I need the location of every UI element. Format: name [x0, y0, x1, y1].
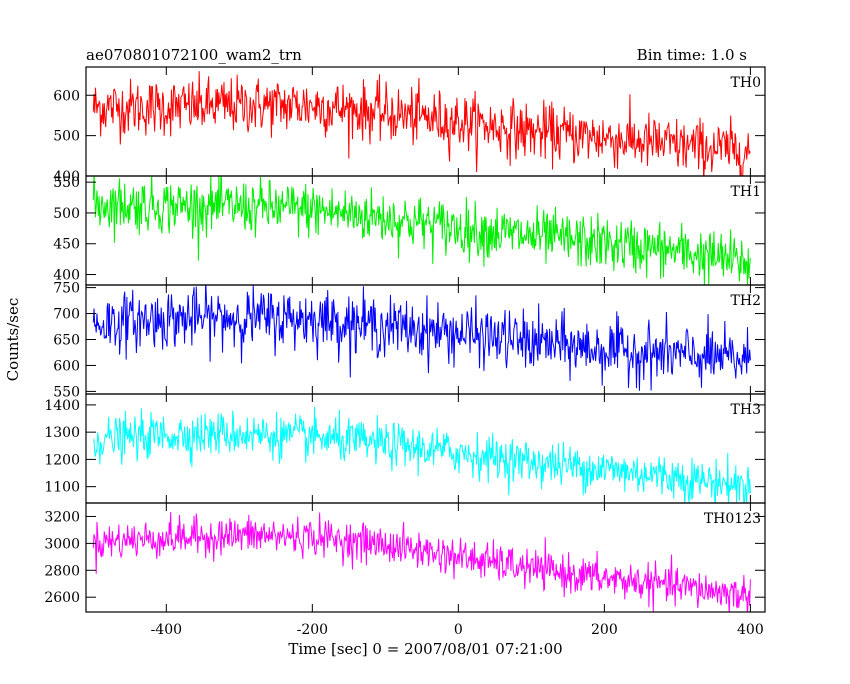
y-tick-label-th0: 500 — [53, 129, 80, 145]
y-axis-title: Counts/sec — [4, 298, 22, 382]
x-tick-label: 200 — [591, 622, 618, 638]
y-tick-label-th3: 1300 — [44, 425, 80, 441]
y-tick-label-th0: 400 — [53, 169, 80, 185]
y-tick-label-th0123: 3200 — [44, 509, 80, 525]
panel-label-th1: TH1 — [731, 184, 761, 200]
panel-frame-th0 — [85, 66, 766, 177]
y-tick-label-th0123: 2600 — [44, 590, 80, 606]
y-tick-label-th3: 1100 — [44, 480, 80, 496]
x-tick-label: -200 — [297, 622, 328, 638]
y-tick-label-th1: 450 — [53, 237, 80, 253]
y-tick-label-th3: 1200 — [44, 452, 80, 468]
x-axis-title: Time [sec] 0 = 2007/08/01 07:21:00 — [288, 640, 562, 658]
panel-label-th0: TH0 — [731, 75, 761, 91]
chart-title: ae070801072100_wam2_trn — [86, 46, 302, 64]
series-line-th2 — [92, 285, 751, 391]
series-line-th0 — [92, 71, 751, 176]
y-tick-label-th0123: 2800 — [44, 563, 80, 579]
y-tick-label-th1: 550 — [53, 175, 80, 191]
x-tick-label: 0 — [454, 622, 463, 638]
y-tick-label-th1: 500 — [53, 206, 80, 222]
panel-label-th0123: TH0123 — [704, 511, 761, 527]
y-tick-label-th2: 650 — [53, 333, 80, 349]
y-tick-label-th2: 750 — [53, 281, 80, 297]
panel-label-th2: TH2 — [731, 293, 761, 309]
y-tick-label-th2: 700 — [53, 307, 80, 323]
panel-frame-th0123 — [85, 502, 766, 613]
series-line-th3 — [92, 406, 751, 503]
x-tick-label: -400 — [151, 622, 182, 638]
y-tick-label-th2: 600 — [53, 358, 80, 374]
y-tick-label-th0123: 3000 — [44, 536, 80, 552]
panel-label-th3: TH3 — [731, 402, 761, 418]
x-tick-label: 400 — [737, 622, 764, 638]
chart-subtitle: Bin time: 1.0 s — [637, 46, 747, 64]
y-tick-label-th1: 400 — [53, 268, 80, 284]
y-tick-label-th0: 600 — [53, 88, 80, 104]
series-line-th0123 — [92, 512, 751, 612]
series-line-th1 — [92, 176, 751, 285]
y-tick-label-th2: 550 — [53, 384, 80, 400]
y-tick-label-th3: 1400 — [44, 398, 80, 414]
